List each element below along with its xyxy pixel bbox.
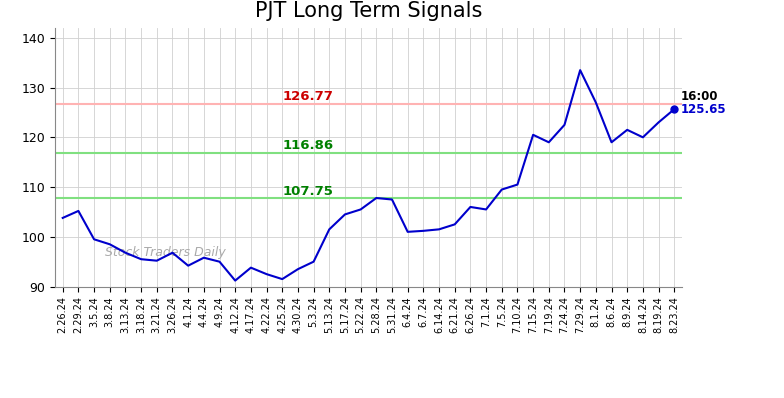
Title: PJT Long Term Signals: PJT Long Term Signals <box>255 1 482 21</box>
Text: 16:00: 16:00 <box>681 90 718 103</box>
Point <box>668 106 681 112</box>
Text: 116.86: 116.86 <box>282 139 333 152</box>
Text: 125.65: 125.65 <box>681 103 726 116</box>
Text: Stock Traders Daily: Stock Traders Daily <box>105 246 226 259</box>
Text: 126.77: 126.77 <box>282 90 333 103</box>
Text: 107.75: 107.75 <box>282 185 333 198</box>
